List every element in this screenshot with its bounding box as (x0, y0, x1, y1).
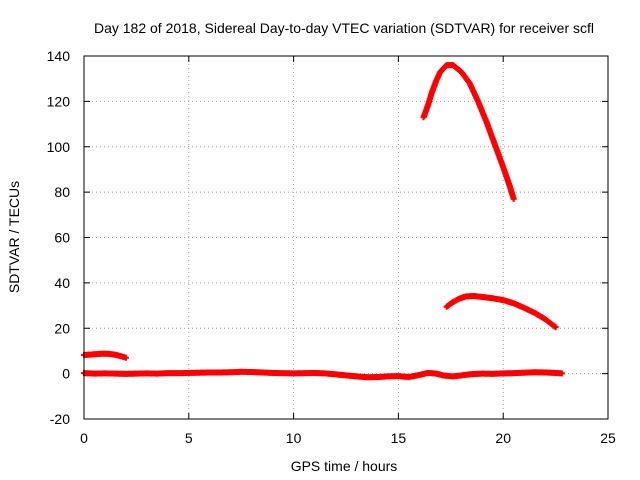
y-tick-label: 120 (47, 93, 71, 109)
y-tick-label: 20 (54, 320, 70, 336)
x-tick-label: 0 (80, 430, 88, 446)
y-tick-label: 40 (54, 275, 70, 291)
x-axis-label: GPS time / hours (291, 458, 398, 474)
grid-lines (84, 56, 608, 419)
data-point (558, 370, 565, 377)
y-tick-label: -20 (50, 411, 70, 427)
plot-frame (83, 55, 609, 420)
data-point (510, 195, 517, 202)
chart-title: Day 182 of 2018, Sidereal Day-to-day VTE… (94, 20, 594, 36)
y-tick-label: 100 (47, 139, 71, 155)
y-axis-label: SDTVAR / TECUs (6, 181, 22, 293)
x-tick-label: 10 (286, 430, 302, 446)
x-tick-label: 5 (185, 430, 193, 446)
series-3-markers (420, 62, 517, 202)
data-points (81, 62, 565, 381)
x-tick-label: 15 (391, 430, 407, 446)
y-tick-label: 60 (54, 230, 70, 246)
y-tick-label: 140 (47, 48, 71, 64)
series-2-markers (81, 350, 129, 361)
x-tick-label: 25 (600, 430, 616, 446)
series-1-markers (81, 368, 565, 381)
y-tick-label: 0 (62, 366, 70, 382)
x-tick-label: 20 (495, 430, 511, 446)
series-4-markers (443, 293, 559, 331)
data-point (552, 324, 559, 331)
y-tick-label: 80 (54, 184, 70, 200)
data-point (122, 354, 129, 361)
axis-ticks: 0 5 10 15 20 25 -20 0 20 40 60 80 100 120 140 (47, 48, 616, 446)
